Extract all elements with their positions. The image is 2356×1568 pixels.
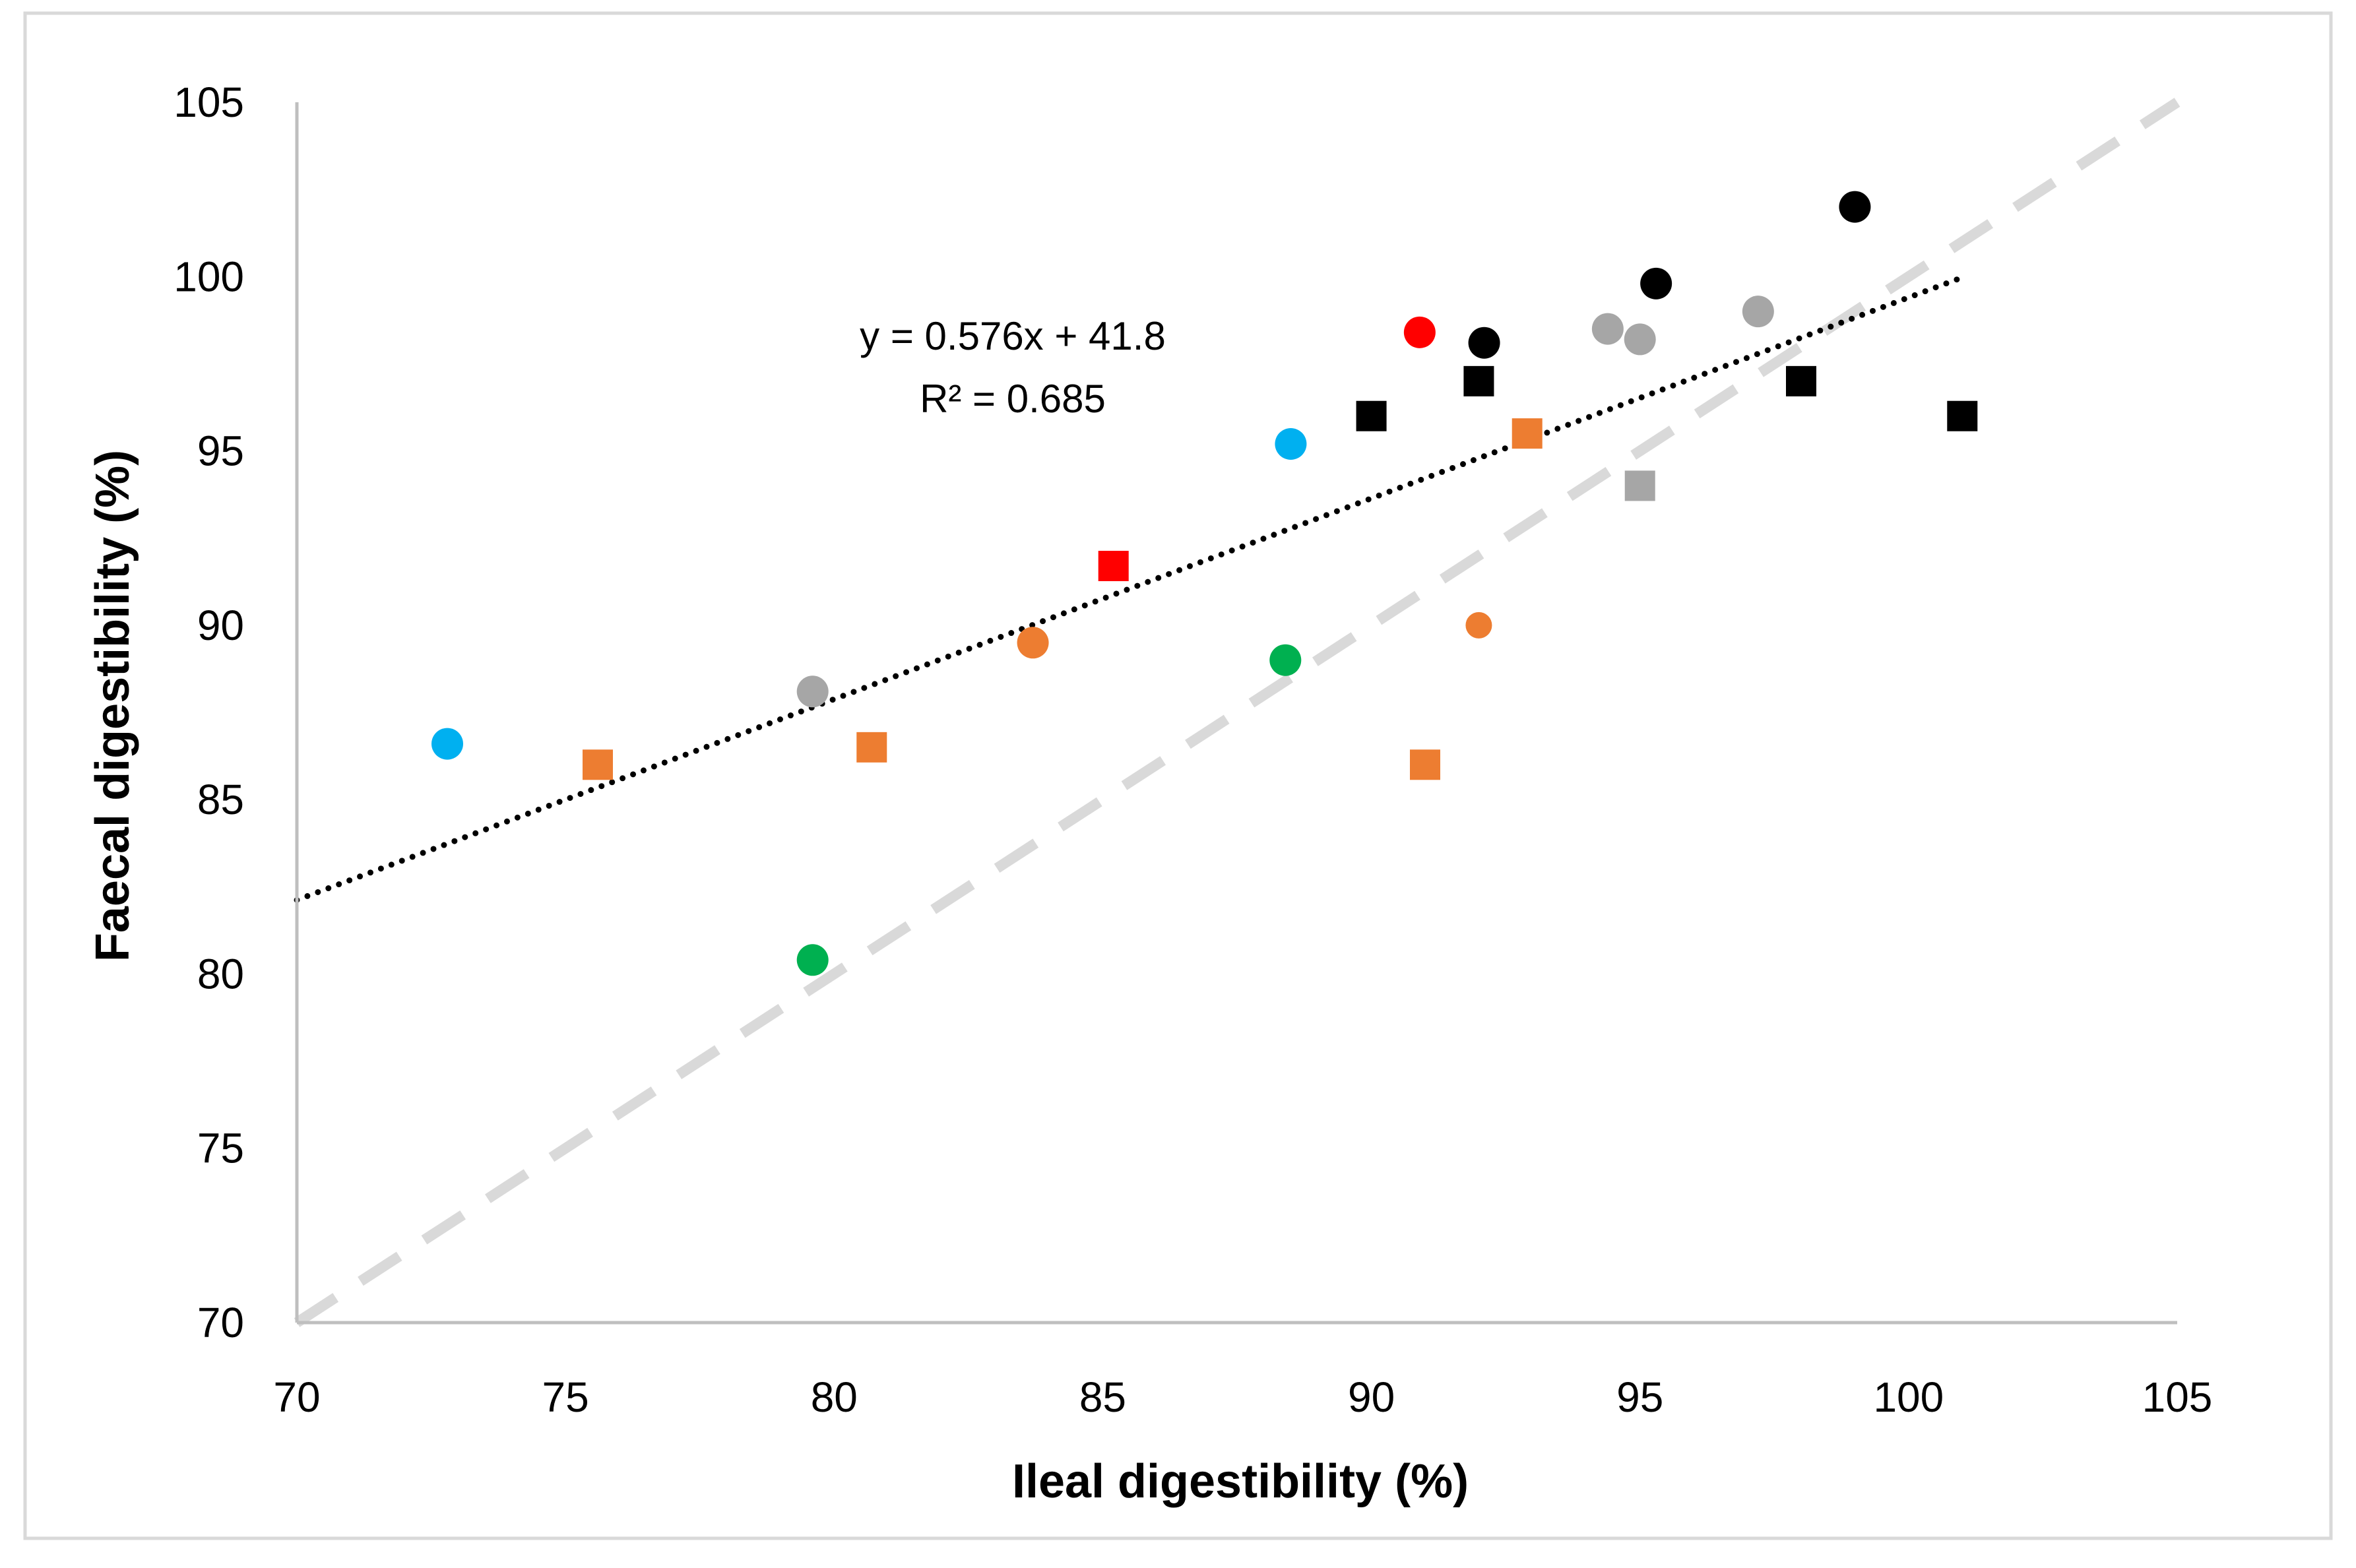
data-point-square bbox=[1624, 470, 1655, 501]
axes-layer bbox=[295, 102, 2177, 1325]
x-tick-label: 90 bbox=[1348, 1373, 1395, 1421]
y-tick-label: 80 bbox=[197, 950, 244, 997]
x-tick-label: 80 bbox=[811, 1373, 858, 1421]
data-point-square bbox=[856, 732, 887, 763]
x-tick-label: 100 bbox=[1873, 1373, 1944, 1421]
lines-layer bbox=[294, 98, 2181, 1327]
x-tick-label: 95 bbox=[1616, 1373, 1663, 1421]
data-point-square bbox=[1410, 749, 1440, 780]
data-point-square bbox=[1512, 418, 1543, 449]
data-point-circle bbox=[1269, 644, 1302, 676]
data-point-square bbox=[1463, 365, 1494, 396]
data-point-square bbox=[1947, 400, 1978, 431]
data-point-circle bbox=[1017, 627, 1049, 659]
x-tick-label: 85 bbox=[1079, 1373, 1126, 1421]
data-point-circle bbox=[1275, 428, 1307, 460]
figure-border bbox=[23, 11, 2333, 1540]
trendline bbox=[294, 274, 1965, 903]
ticks-layer: 70 75 80 85 90 95 100 105 70 75 80 85 90 95 100 105 bbox=[174, 78, 2212, 1421]
y-axis-title: Faecal digestibility (%) bbox=[86, 450, 139, 962]
data-point-circle bbox=[1839, 191, 1871, 223]
data-point-square bbox=[1786, 365, 1816, 396]
y-tick-label: 100 bbox=[174, 253, 244, 300]
y-tick-label: 85 bbox=[197, 776, 244, 823]
data-point-circle bbox=[1742, 296, 1774, 328]
data-point-circle bbox=[1468, 327, 1500, 359]
x-tick-label: 105 bbox=[2142, 1373, 2213, 1421]
data-point-circle bbox=[1403, 316, 1436, 348]
y-tick-label: 70 bbox=[197, 1299, 244, 1346]
y-tick-label: 75 bbox=[197, 1125, 244, 1172]
trendline-equation: y = 0.576x + 41.8 bbox=[860, 314, 1166, 358]
data-point-circle bbox=[1591, 313, 1624, 345]
data-point-square bbox=[1356, 400, 1387, 431]
y-tick-label: 95 bbox=[197, 427, 244, 475]
data-point-circle bbox=[796, 944, 829, 976]
y-tick-label: 105 bbox=[174, 78, 244, 126]
x-tick-label: 70 bbox=[273, 1373, 320, 1421]
data-point-circle bbox=[1624, 323, 1656, 356]
data-point-circle bbox=[1640, 267, 1672, 299]
data-point-square bbox=[1098, 551, 1129, 581]
y-tick-label: 90 bbox=[197, 602, 244, 649]
data-point-circle bbox=[431, 728, 463, 760]
data-point-circle bbox=[1465, 612, 1492, 639]
trendline-r-squared: R² = 0.685 bbox=[920, 377, 1106, 421]
data-point-circle bbox=[796, 675, 829, 708]
points-layer bbox=[431, 191, 1978, 976]
data-point-square bbox=[583, 749, 613, 780]
x-tick-label: 75 bbox=[542, 1373, 589, 1421]
x-axis-title: Ileal digestibility (%) bbox=[1012, 1455, 1469, 1508]
